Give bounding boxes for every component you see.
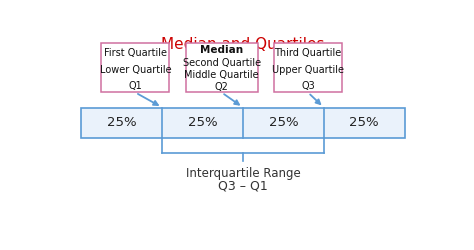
Text: First Quartile: First Quartile — [104, 48, 167, 58]
Text: Middle Quartile: Middle Quartile — [184, 70, 259, 80]
Text: Q3: Q3 — [301, 81, 315, 91]
Text: Upper Quartile: Upper Quartile — [272, 64, 344, 74]
Text: Q3 – Q1: Q3 – Q1 — [218, 180, 268, 192]
Bar — [186, 42, 258, 92]
Bar — [274, 42, 342, 92]
Text: Second Quartile: Second Quartile — [183, 58, 261, 68]
Text: Interquartile Range: Interquartile Range — [185, 167, 301, 180]
Text: Median: Median — [200, 46, 243, 56]
Bar — [82, 108, 404, 138]
Text: Lower Quartile: Lower Quartile — [100, 64, 171, 74]
Bar — [101, 42, 169, 92]
Text: 25%: 25% — [349, 116, 379, 129]
Text: Q1: Q1 — [128, 81, 142, 91]
Text: Median and Quartiles: Median and Quartiles — [161, 37, 325, 52]
Text: Third Quartile: Third Quartile — [274, 48, 342, 58]
Text: 25%: 25% — [188, 116, 217, 129]
Text: 25%: 25% — [269, 116, 298, 129]
Text: 25%: 25% — [107, 116, 137, 129]
Text: Q2: Q2 — [215, 82, 229, 92]
